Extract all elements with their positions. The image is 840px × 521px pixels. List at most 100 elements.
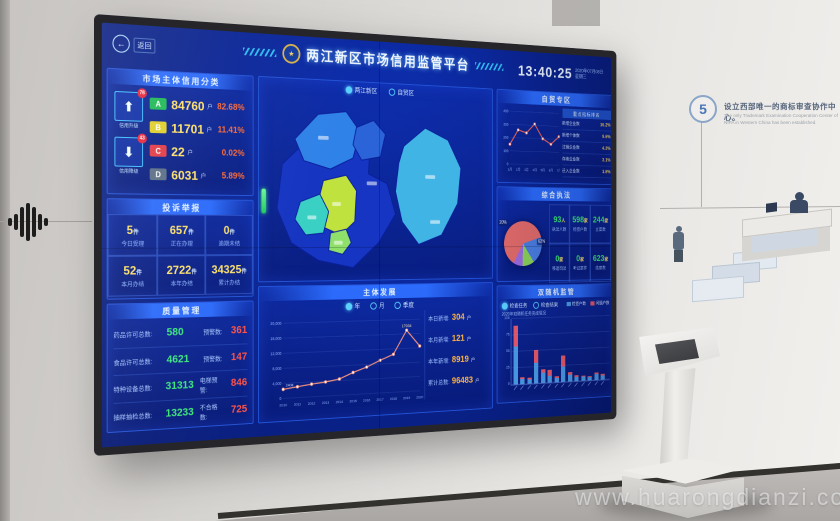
illustration-desk-top [742,208,832,238]
svg-text:1月: 1月 [507,167,512,171]
legend-swatch-blue [566,301,571,307]
ftz-panel: 自贸专区 0 100 200 300 400 1月 2月 3月 4月 5月 6月 7月 重点指标排名 … [496,88,611,186]
ceiling-shadow [552,0,600,26]
wall-subtext: The only Trademark Examination Cooperati… [724,113,840,127]
grade-badge: D [149,168,167,181]
radio-icon [533,301,539,309]
dev-tab-quarter[interactable]: 季度 [394,300,414,310]
svg-text:7月: 7月 [557,168,560,172]
pie-label: 20% [497,219,509,227]
radio-icon [345,86,353,94]
svg-text:2018: 2018 [390,396,398,401]
radio-icon [370,302,377,310]
enforcement-pie-chart: 62% 20% [497,209,547,279]
enforcement-cell: 244家 立案数 [590,204,611,244]
random-inspection-bar-chart: 0 25 50 75 100 [504,315,610,391]
radio-icon [501,302,508,310]
svg-text:17034: 17034 [401,323,411,328]
illustration-desk [742,220,830,262]
legend-swatch-red [590,301,595,306]
svg-text:400: 400 [503,109,509,114]
svg-text:12,000: 12,000 [270,351,282,356]
district-map[interactable] [264,94,488,282]
credit-row-c: C 22 户 0.02% [149,139,248,165]
complaint-cell: 5件 今日受理 [107,214,158,256]
grade-percent: 11.41% [217,124,245,136]
complaint-cell: 2722件 本年办结 [157,255,206,297]
video-wall: ← 返回 ★ 两江新区市场信用监管平台 13:40:25 2020年07月08日… [94,14,736,456]
credit-row-d: D 6031 户 5.89% [149,162,248,187]
svg-text:16,000: 16,000 [270,336,282,341]
svg-text:8,000: 8,000 [272,366,282,371]
right-column: 自贸专区 0 100 200 300 400 1月 2月 3月 4月 5月 6月 7月 重点指标排名 … [496,88,611,408]
svg-text:2010: 2010 [279,402,287,407]
complaints-panel: 投诉举报 5件 今日受理 657件 正在办理 0件 逾期未结 52件 本月办结 2722… [106,198,254,300]
stat-row: 累计总数: 96483 户 [428,375,480,387]
grade-badge: C [149,144,167,157]
center-column: 两江新区 自贸区 [257,75,493,424]
stat-row: 本月新增: 121 户 [428,333,472,344]
time-display: 13:40:25 [517,62,573,82]
radio-icon [345,302,353,311]
random-option-tasks[interactable]: 检查任务 [501,301,527,310]
svg-text:0: 0 [279,396,282,401]
ftz-trend-line-chart: 0 100 200 300 400 1月 2月 3月 4月 5月 6月 7月 [503,109,560,173]
svg-text:4月: 4月 [532,168,537,172]
enforcement-cell: 598家 检查户数 [569,204,591,244]
svg-text:200: 200 [503,135,509,140]
arrow-up-icon: ⬆ [123,97,135,115]
ftz-ranking-list: 重点指标排名 新增企业数 16.2% 新增个体数 9.6% 注销企业数 4.3% 存续… [562,108,611,179]
grade-badge: A [149,97,167,110]
grade-count: 84760 [171,97,205,114]
screen-bezel: ← 返回 ★ 两江新区市场信用监管平台 13:40:25 2020年07月08日… [94,14,617,456]
svg-text:2019: 2019 [403,395,410,400]
grade-badge: B [149,121,167,134]
dev-tab-year[interactable]: 年 [345,302,360,312]
upgrade-badge: 78 [137,88,147,99]
list-item[interactable]: 迁入企业数 1.8% [562,165,611,179]
stat-row: 本日新增: 304 户 [428,312,472,323]
wall-left-edge [0,0,10,521]
map-tab-liangjiang[interactable]: 两江新区 [345,85,377,96]
pie-label: 62% [536,238,547,246]
illustration-desk-panel [752,226,818,254]
tech-stripes-icon [475,61,504,71]
credit-classification-panel: 市场主体信用分类 ⬆ 78 信用升级 [106,67,254,197]
stacked-bar [561,355,566,382]
svg-text:2408: 2408 [286,382,294,387]
svg-text:2011: 2011 [294,402,301,407]
complaint-cell: 657件 正在办理 [157,214,206,256]
svg-text:3月: 3月 [524,167,529,171]
wall-subtext-line2: NIPA in Western China has been establish… [724,119,817,125]
svg-text:2014: 2014 [335,399,343,404]
enforcement-panel: 综合执法 62% 20% 93人 执法人数 598家 检查户数 244家 立案数 [496,186,611,283]
downgrade-label: 信用降级 [119,168,139,175]
soundwave-icon [8,202,54,242]
svg-text:2017: 2017 [376,397,383,402]
grade-percent: 82.68% [217,101,245,113]
map-tab-ftz[interactable]: 自贸区 [388,87,414,97]
random-option-results[interactable]: 检查结果 [533,300,558,309]
grade-percent: 0.02% [221,147,245,158]
enforcement-cell: 0家 听证案件 [569,243,591,283]
weekday-display: 星期三 [575,74,587,81]
svg-text:5月: 5月 [540,168,544,172]
svg-text:2015: 2015 [349,398,357,403]
enforcement-cell: 623家 结案数 [590,243,611,283]
grade-unit: 户 [200,173,207,180]
credit-upgrade-tile[interactable]: ⬆ 78 [114,88,147,122]
panel-title: 投诉举报 [107,199,253,216]
grade-percent: 5.89% [221,170,245,181]
grade-unit: 户 [187,150,193,157]
credit-downgrade-tile[interactable]: ⬇ 43 [114,133,147,168]
back-button[interactable]: ← 返回 [112,34,156,54]
complaint-cell: 0件 逾期未结 [205,215,253,256]
page-title: 两江新区市场信用监管平台 [306,47,470,74]
grade-count: 11701 [171,120,204,137]
entity-development-line-chart: 0 4,000 8,000 12,000 16,000 20,000 2010 2011 201… [270,310,424,408]
tech-stripes-icon [242,46,277,57]
dev-tab-month[interactable]: 月 [370,301,385,310]
radio-icon [388,88,395,96]
back-arrow-icon: ← [112,34,130,54]
svg-text:2月: 2月 [516,167,521,171]
